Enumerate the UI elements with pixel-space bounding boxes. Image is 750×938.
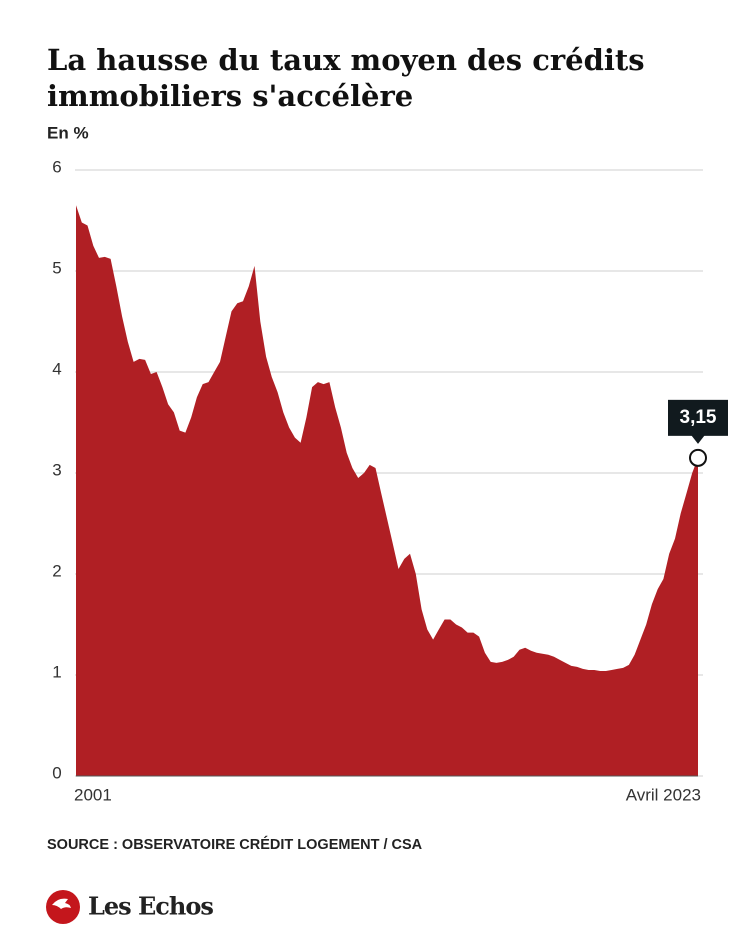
y-tick-label: 2 xyxy=(52,561,61,580)
y-tick-label: 5 xyxy=(52,258,61,277)
y-tick-label: 1 xyxy=(52,662,61,681)
y-axis-label: En % xyxy=(47,123,89,142)
y-tick-label: 0 xyxy=(52,763,61,782)
chart-title: immobiliers s'accélère xyxy=(47,79,413,113)
x-tick-label: Avril 2023 xyxy=(626,785,701,804)
logo: Les Echos xyxy=(46,890,214,924)
x-tick-label: 2001 xyxy=(74,785,112,804)
value-label: 3,15 xyxy=(680,407,717,428)
y-tick-label: 6 xyxy=(52,157,61,176)
y-tick-label: 4 xyxy=(52,359,61,378)
label-pointer xyxy=(691,434,705,444)
point-marker xyxy=(689,448,707,467)
brand: Les Echos xyxy=(88,892,213,921)
source: SOURCE : OBSERVATOIRE CRÉDIT LOGEMENT / … xyxy=(47,836,423,853)
area xyxy=(76,205,698,777)
label-box xyxy=(668,399,728,436)
y-tick-label: 3 xyxy=(52,460,61,479)
logo-bird xyxy=(52,898,71,909)
chart-title: La hausse du taux moyen des crédits xyxy=(47,43,645,77)
